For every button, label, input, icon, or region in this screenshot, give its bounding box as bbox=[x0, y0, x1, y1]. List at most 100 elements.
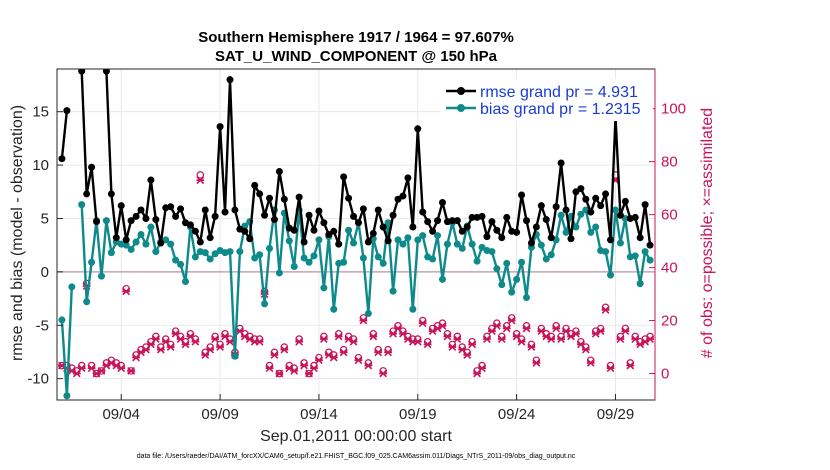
obs-assimilated-point bbox=[418, 319, 427, 328]
y-tick-label: 15 bbox=[32, 104, 49, 121]
rmse-point bbox=[364, 238, 372, 246]
obs-assimilated-point bbox=[270, 351, 279, 359]
bias-point bbox=[206, 255, 214, 263]
obs-assimilated-marker bbox=[646, 335, 654, 343]
bias-point bbox=[201, 249, 209, 257]
obs-assimilated-marker bbox=[310, 364, 318, 373]
rmse-point bbox=[112, 234, 120, 242]
obs-assimilated-point bbox=[448, 343, 457, 351]
obs-assimilated-point bbox=[423, 340, 432, 349]
bias-point bbox=[592, 223, 600, 231]
obs-assimilated-point bbox=[300, 361, 309, 370]
rmse-point bbox=[359, 205, 367, 213]
obs-assimilated-point bbox=[196, 176, 205, 185]
bias-point bbox=[315, 236, 323, 244]
rmse-point bbox=[458, 227, 466, 235]
y-tick-label: 5 bbox=[41, 210, 49, 227]
rmse-point bbox=[567, 235, 575, 243]
footnote: data file: /Users/raeder/DAI/ATM_forcXX/… bbox=[137, 453, 576, 460]
obs-assimilated-marker bbox=[122, 287, 131, 296]
obs-assimilated-marker bbox=[275, 369, 284, 378]
obs-assimilated-marker bbox=[507, 316, 516, 325]
series-layer bbox=[58, 69, 654, 400]
rmse-point bbox=[384, 237, 392, 245]
obs-assimilated-marker bbox=[211, 335, 220, 343]
rmse-point bbox=[290, 226, 298, 234]
rmse-point bbox=[132, 212, 140, 220]
plot-area: 09/04 09/09 09/14 09/19 09/24 09/29 -10 -5 0 5 10… bbox=[27, 68, 686, 423]
obs-assimilated-marker bbox=[156, 345, 165, 354]
obs-assimilated-point bbox=[616, 335, 625, 343]
rmse-point bbox=[280, 195, 288, 203]
bias-point bbox=[147, 223, 155, 231]
bias-point bbox=[607, 271, 615, 279]
rmse-point bbox=[602, 190, 610, 198]
bias-point bbox=[285, 237, 293, 245]
x-tick-label: 09/14 bbox=[300, 406, 338, 423]
obs-assimilated-marker bbox=[295, 337, 304, 346]
obs-assimilated-marker bbox=[127, 367, 136, 375]
rmse-point bbox=[399, 192, 407, 200]
y2-tick-label: 20 bbox=[661, 313, 678, 330]
obs-assimilated-point bbox=[596, 327, 605, 336]
rmse-point bbox=[107, 190, 115, 198]
rmse-point bbox=[631, 213, 639, 221]
obs-assimilated-point bbox=[547, 335, 556, 343]
rmse-point bbox=[216, 123, 224, 131]
rmse-point bbox=[340, 173, 348, 181]
rmse-point bbox=[206, 234, 214, 242]
bias-point bbox=[63, 392, 71, 400]
rmse-point bbox=[646, 241, 654, 249]
obs-assimilated-marker bbox=[349, 337, 358, 346]
x-tick-label: 09/09 bbox=[201, 406, 239, 423]
rmse-point bbox=[468, 213, 476, 221]
rmse-point bbox=[562, 206, 570, 214]
bias-point bbox=[498, 281, 506, 289]
obs-assimilated-point bbox=[468, 340, 477, 349]
obs-assimilated-point bbox=[453, 335, 462, 343]
bias-point bbox=[621, 214, 629, 222]
rmse-point bbox=[93, 218, 101, 226]
bias-point bbox=[132, 238, 140, 246]
bias-point bbox=[443, 240, 451, 248]
y2-tick-label: 0 bbox=[661, 366, 669, 383]
rmse-point bbox=[523, 217, 531, 225]
bias-point bbox=[394, 236, 402, 244]
rmse-point bbox=[350, 212, 358, 220]
rmse-point bbox=[157, 239, 165, 247]
bias-point bbox=[320, 284, 328, 292]
chart-subtitle: SAT_U_WIND_COMPONENT @ 150 hPa bbox=[215, 48, 498, 65]
bias-point bbox=[152, 248, 160, 256]
x-tick-label: 09/04 bbox=[102, 406, 140, 423]
bias-point bbox=[438, 275, 446, 283]
obs-assimilated-marker bbox=[517, 337, 526, 346]
obs-assimilated-marker bbox=[364, 361, 373, 370]
obs-assimilated-marker bbox=[497, 335, 506, 343]
x-tick-label: 09/24 bbox=[498, 406, 536, 423]
obs-assimilated-point bbox=[384, 348, 393, 357]
bias-point bbox=[167, 240, 175, 248]
rmse-point bbox=[424, 218, 432, 226]
rmse-point bbox=[419, 208, 427, 216]
bias-point bbox=[340, 258, 348, 266]
rmse-point bbox=[577, 185, 585, 193]
obs-assimilated-point bbox=[374, 348, 383, 357]
bias-point bbox=[211, 250, 219, 258]
bias-point bbox=[513, 275, 521, 283]
obs-assimilated-marker bbox=[77, 364, 86, 373]
rmse-point bbox=[409, 223, 417, 231]
bias-point bbox=[636, 280, 644, 288]
obs-assimilated-marker bbox=[616, 335, 625, 343]
bias-point bbox=[83, 298, 91, 306]
obs-assimilated-marker bbox=[290, 367, 299, 375]
obs-assimilated-point bbox=[557, 335, 565, 343]
bias-point bbox=[305, 258, 313, 266]
obs-assimilated-marker bbox=[492, 321, 501, 330]
rmse-point bbox=[142, 214, 150, 222]
legend-rmse-label: rmse grand pr = 4.931 bbox=[480, 84, 638, 101]
rmse-point bbox=[226, 76, 234, 84]
bias-point bbox=[127, 245, 135, 253]
obs-assimilated-point bbox=[552, 324, 561, 333]
obs-assimilated-point bbox=[339, 348, 348, 357]
obs-assimilated-point bbox=[438, 321, 447, 330]
